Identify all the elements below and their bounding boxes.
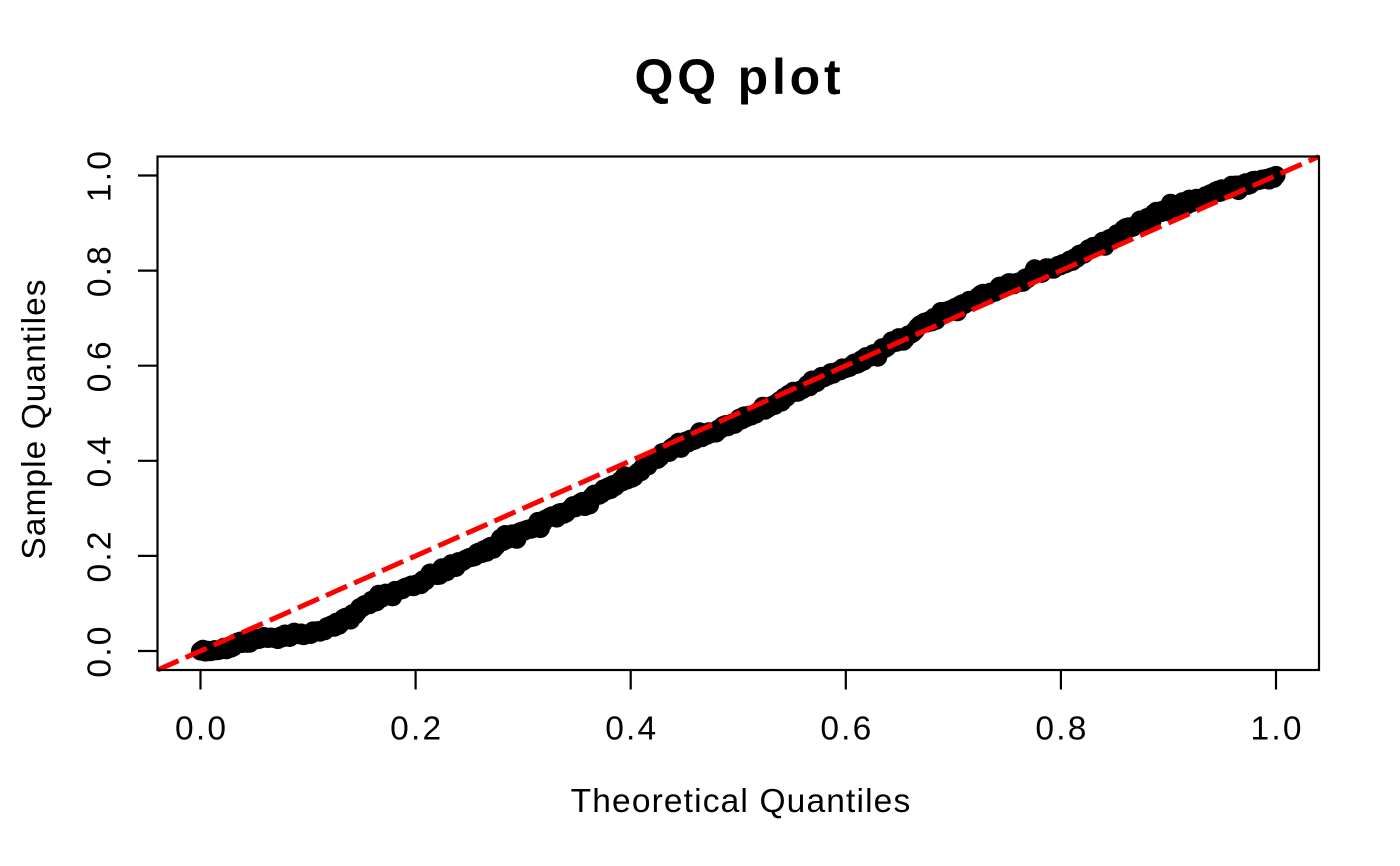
- svg-text:Sample Quantiles: Sample Quantiles: [16, 278, 53, 559]
- svg-text:0.4: 0.4: [82, 434, 119, 487]
- svg-text:0.6: 0.6: [82, 339, 119, 392]
- svg-text:Theoretical Quantiles: Theoretical Quantiles: [571, 783, 912, 820]
- svg-text:0.8: 0.8: [82, 244, 119, 297]
- svg-text:0.2: 0.2: [390, 711, 443, 748]
- svg-text:0.8: 0.8: [1035, 711, 1088, 748]
- svg-text:QQ plot: QQ plot: [635, 49, 845, 105]
- svg-text:0.0: 0.0: [82, 624, 119, 677]
- svg-text:0.4: 0.4: [605, 711, 658, 748]
- svg-text:0.6: 0.6: [820, 711, 873, 748]
- svg-text:1.0: 1.0: [1251, 711, 1304, 748]
- svg-text:0.2: 0.2: [82, 529, 119, 582]
- svg-text:1.0: 1.0: [82, 149, 119, 202]
- svg-text:0.0: 0.0: [175, 711, 228, 748]
